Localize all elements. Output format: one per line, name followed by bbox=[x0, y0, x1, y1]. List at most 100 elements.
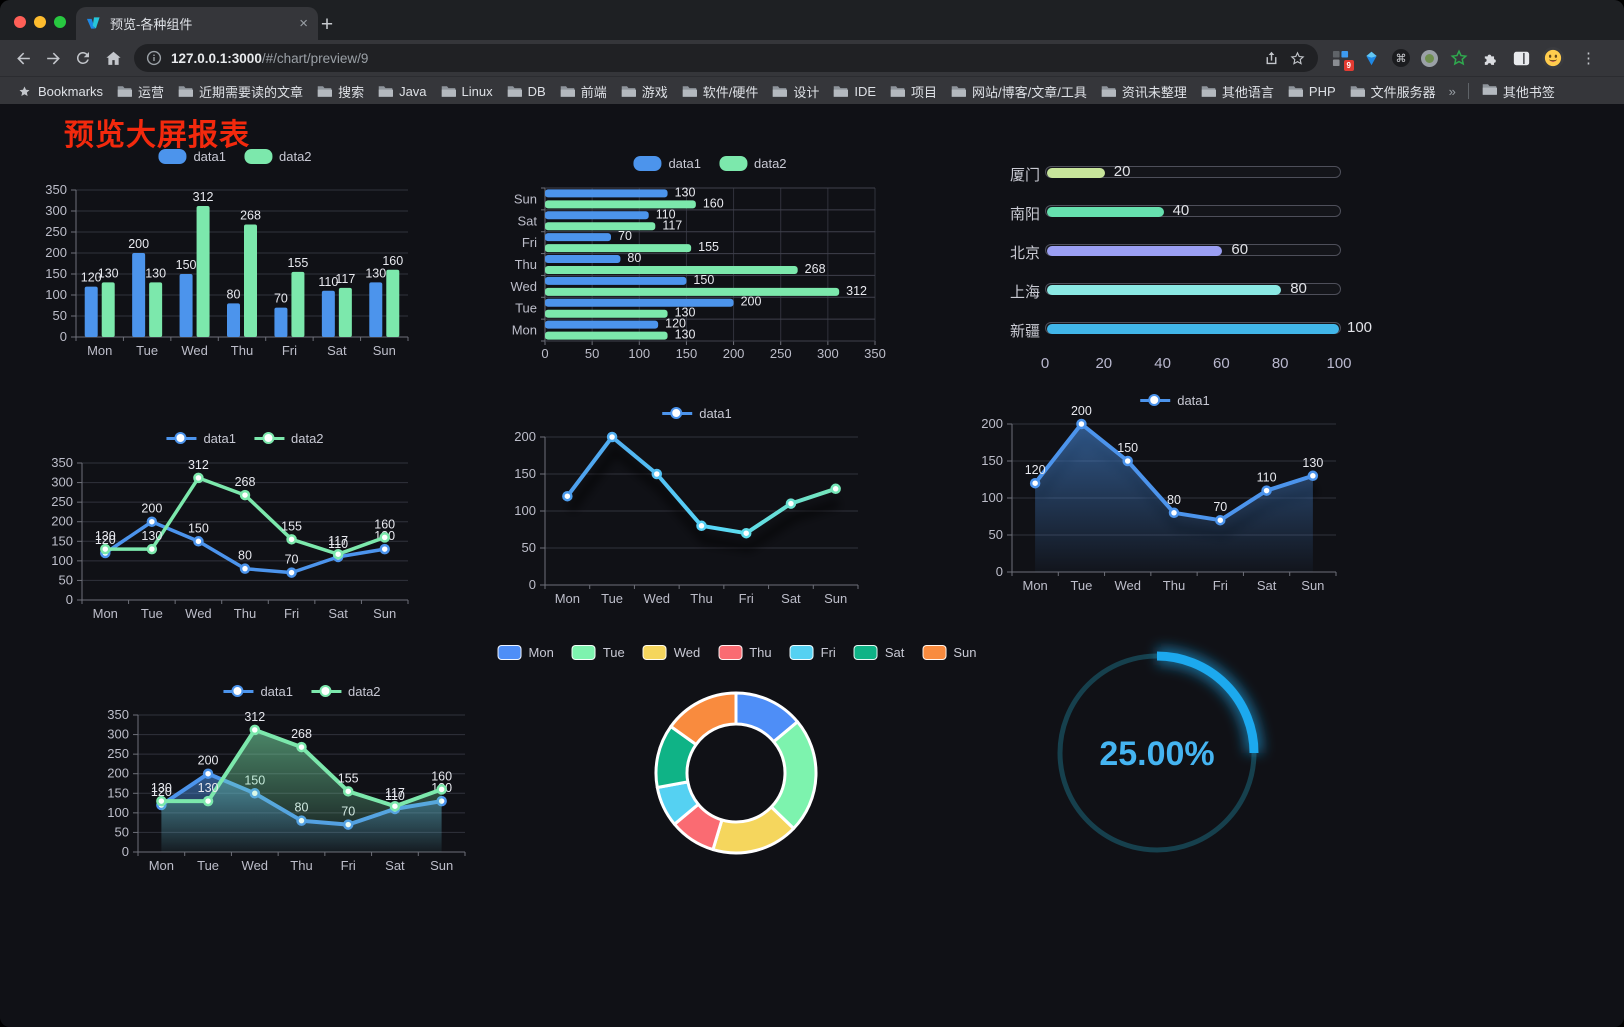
bookmark-folder[interactable]: 近期需要读的文章 bbox=[171, 80, 310, 103]
share-icon[interactable] bbox=[1263, 50, 1280, 67]
svg-text:Thu: Thu bbox=[515, 257, 537, 272]
progress-track bbox=[1045, 166, 1341, 178]
legend-item[interactable]: Mon bbox=[497, 645, 554, 660]
window-zoom-button[interactable] bbox=[54, 16, 66, 28]
svg-text:50: 50 bbox=[522, 540, 536, 555]
window-close-button[interactable] bbox=[14, 16, 26, 28]
url-text: 127.0.0.1:3000/#/chart/preview/9 bbox=[171, 51, 368, 66]
svg-text:80: 80 bbox=[627, 251, 641, 265]
bookmarks-overflow-chevron[interactable]: » bbox=[1448, 83, 1456, 99]
other-bookmarks-item[interactable]: 其他书签 bbox=[1475, 80, 1562, 103]
svg-text:200: 200 bbox=[514, 429, 536, 444]
command-extension-icon[interactable]: ⌘ bbox=[1392, 49, 1410, 67]
svg-text:160: 160 bbox=[382, 254, 403, 268]
bookmark-folder[interactable]: Linux bbox=[434, 82, 500, 101]
legend-item[interactable]: data1 bbox=[1140, 393, 1210, 408]
progress-fill bbox=[1047, 246, 1222, 256]
legend-item[interactable]: data1 bbox=[633, 156, 701, 171]
svg-text:150: 150 bbox=[676, 346, 698, 361]
bookmark-folder[interactable]: 游戏 bbox=[614, 80, 675, 103]
home-icon[interactable] bbox=[98, 44, 128, 72]
bookmark-folder[interactable]: 其他语言 bbox=[1194, 80, 1281, 103]
legend-item[interactable]: data1 bbox=[158, 149, 226, 164]
bookmarks-manager-item[interactable]: Bookmarks bbox=[10, 82, 110, 101]
svg-text:Tue: Tue bbox=[197, 858, 219, 873]
progress-value: 80 bbox=[1290, 280, 1307, 297]
svg-text:0: 0 bbox=[66, 592, 73, 607]
bookmark-folder[interactable]: 项目 bbox=[883, 80, 944, 103]
legend-item[interactable]: data1 bbox=[166, 431, 236, 446]
back-icon[interactable] bbox=[8, 44, 38, 72]
extensions-puzzle-icon[interactable] bbox=[1480, 48, 1500, 68]
svg-text:Sun: Sun bbox=[824, 591, 847, 606]
svg-text:Wed: Wed bbox=[511, 279, 538, 294]
svg-text:110: 110 bbox=[318, 275, 338, 289]
svg-text:350: 350 bbox=[107, 707, 129, 722]
bookmark-folder[interactable]: Java bbox=[371, 82, 433, 101]
browser-tab[interactable]: 预览-各种组件 × bbox=[76, 7, 318, 40]
progress-label: 上海 bbox=[1009, 284, 1040, 301]
legend-item[interactable]: data2 bbox=[244, 149, 312, 164]
chart-canvas: 0 50 100 150 200 Mon Tue Wed Thu Fri Sat Sun 120 200 1… bbox=[981, 404, 1337, 593]
svg-text:Sat: Sat bbox=[327, 343, 347, 358]
svg-text:50: 50 bbox=[115, 824, 129, 839]
bookmark-folder[interactable]: 搜索 bbox=[310, 80, 371, 103]
bookmark-star-icon[interactable] bbox=[1289, 50, 1306, 67]
legend-item[interactable]: data2 bbox=[719, 156, 787, 171]
bookmark-folder[interactable]: DB bbox=[500, 82, 553, 101]
legend-item[interactable]: Fri bbox=[789, 645, 836, 660]
bookmark-folder[interactable]: 运营 bbox=[110, 80, 171, 103]
bookmark-folders: 运营 近期需要读的文章 搜索 Java Linux DB 前端 游戏 软件/硬件 设计 IDE 项目网… bbox=[110, 80, 1443, 103]
bookmark-folder[interactable]: 前端 bbox=[553, 80, 614, 103]
address-bar[interactable]: 127.0.0.1:3000/#/chart/preview/9 bbox=[134, 44, 1318, 72]
legend-item[interactable]: Sun bbox=[922, 645, 976, 660]
progress-value: 100 bbox=[1347, 319, 1373, 336]
dual-area-chart: 0 50 100 150 200 250 300 350 Mon Tue Wed Thu Fri Sat S… bbox=[100, 675, 480, 890]
legend-item[interactable]: Sat bbox=[853, 645, 904, 660]
legend-item[interactable]: data2 bbox=[254, 431, 324, 446]
window-minimize-button[interactable] bbox=[34, 16, 46, 28]
reload-icon[interactable] bbox=[68, 44, 98, 72]
svg-text:Fri: Fri bbox=[739, 591, 754, 606]
svg-text:100: 100 bbox=[107, 805, 129, 820]
svg-text:250: 250 bbox=[770, 346, 792, 361]
svg-text:0: 0 bbox=[122, 844, 129, 859]
green-star-extension-icon[interactable] bbox=[1449, 48, 1469, 68]
progress-fill bbox=[1047, 324, 1339, 334]
progress-track bbox=[1045, 244, 1341, 256]
svg-text:130: 130 bbox=[675, 328, 696, 342]
svg-text:70: 70 bbox=[285, 553, 299, 567]
tampermonkey-extension-icon[interactable]: 9 bbox=[1330, 48, 1354, 71]
bookmark-folder[interactable]: 网站/博客/文章/工具 bbox=[944, 80, 1094, 103]
progress-fill bbox=[1047, 207, 1164, 217]
tab-close-icon[interactable]: × bbox=[299, 15, 308, 32]
profile-avatar[interactable] bbox=[1542, 47, 1564, 69]
legend-item[interactable]: Thu bbox=[718, 645, 772, 660]
legend-item[interactable]: Wed bbox=[642, 645, 700, 660]
svg-text:200: 200 bbox=[723, 346, 745, 361]
legend-item[interactable]: data2 bbox=[311, 684, 381, 699]
new-tab-button[interactable]: + bbox=[320, 13, 334, 36]
site-info-icon[interactable] bbox=[146, 50, 162, 66]
recorder-extension-icon[interactable] bbox=[1421, 49, 1438, 67]
chart-canvas bbox=[654, 691, 818, 855]
svg-text:70: 70 bbox=[618, 229, 632, 243]
bookmark-folder[interactable]: PHP bbox=[1281, 82, 1343, 101]
gem-extension-icon[interactable] bbox=[1361, 48, 1381, 68]
bookmark-folder[interactable]: 文件服务器 bbox=[1343, 80, 1443, 103]
bookmarks-bar: Bookmarks 运营 近期需要读的文章 搜索 Java Linux DB 前端 游戏 软件/… bbox=[0, 76, 1624, 105]
legend-item[interactable]: Tue bbox=[571, 645, 625, 660]
bookmark-folder[interactable]: 资讯未整理 bbox=[1094, 80, 1194, 103]
legend-item[interactable]: data1 bbox=[662, 406, 732, 421]
bookmark-folder[interactable]: IDE bbox=[826, 82, 883, 101]
svg-text:Wed: Wed bbox=[1114, 578, 1141, 593]
legend-item[interactable]: data1 bbox=[223, 684, 293, 699]
browser-menu-icon[interactable]: ⋮ bbox=[1581, 50, 1596, 67]
bookmark-folder[interactable]: 软件/硬件 bbox=[675, 80, 766, 103]
svg-text:50: 50 bbox=[59, 572, 73, 587]
forward-icon[interactable] bbox=[38, 44, 68, 72]
side-panel-icon[interactable] bbox=[1511, 48, 1531, 68]
bookmark-folder[interactable]: 设计 bbox=[765, 80, 826, 103]
svg-text:160: 160 bbox=[374, 517, 395, 531]
svg-text:Thu: Thu bbox=[690, 591, 712, 606]
